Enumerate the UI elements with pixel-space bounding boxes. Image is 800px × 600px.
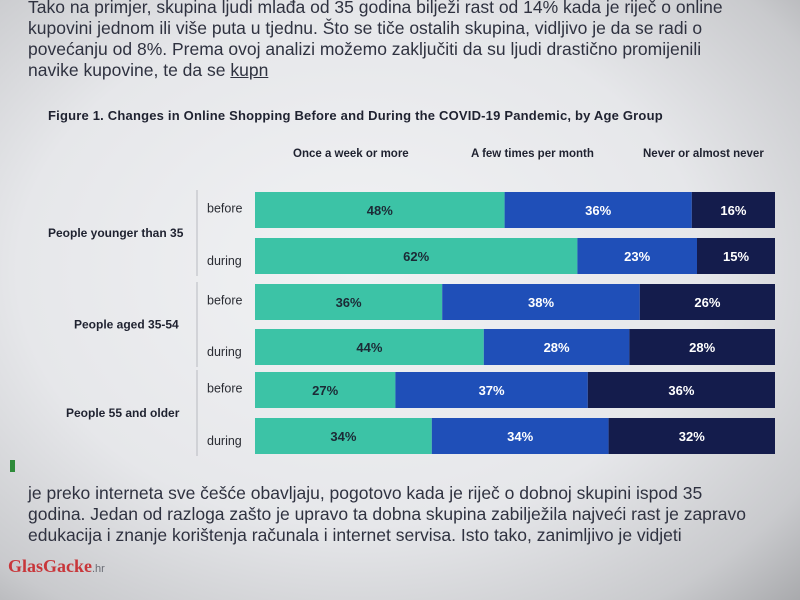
article-paragraph-top: Tako na primjer, skupina ljudi mlađa od … — [28, 0, 788, 81]
bar-value-label: 36% — [336, 295, 362, 310]
bar-segment — [608, 418, 775, 454]
group-label: People 55 and older — [66, 406, 180, 420]
bar-segment — [697, 238, 775, 274]
bar-value-label: 34% — [507, 429, 533, 444]
bar-value-label: 34% — [330, 429, 356, 444]
article-paragraph-bottom: je preko interneta sve češće obavljaju, … — [28, 483, 746, 545]
bar-value-label: 28% — [544, 340, 570, 355]
bar-value-label: 28% — [689, 340, 715, 355]
bar-value-label: 48% — [367, 203, 393, 218]
bar-segment — [255, 329, 484, 365]
bar-segment — [255, 192, 505, 228]
text-cursor-marker — [10, 460, 15, 472]
bar-segment — [395, 372, 588, 408]
bar-segment — [431, 418, 609, 454]
group-label: People younger than 35 — [48, 226, 184, 240]
period-label-before: before — [207, 382, 242, 396]
bar-segment — [255, 418, 432, 454]
legend-label-few-times-month: A few times per month — [471, 148, 594, 160]
bar-segment — [577, 238, 697, 274]
article-paragraph-top-underlined: kupn — [230, 60, 269, 80]
bar-segment — [629, 329, 775, 365]
legend-label-never: Never or almost never — [643, 148, 764, 160]
bar-value-label: 38% — [528, 295, 554, 310]
article-paragraph-top-text: Tako na primjer, skupina ljudi mlađa od … — [28, 0, 723, 80]
bar-value-label: 32% — [679, 429, 705, 444]
legend-label-once-a-week: Once a week or more — [293, 148, 409, 160]
bar-value-label: 23% — [624, 249, 650, 264]
bar-value-label: 37% — [479, 383, 505, 398]
bar-segment — [255, 238, 578, 274]
watermark-text: GlasGacke — [8, 556, 92, 576]
bar-segment — [442, 284, 640, 320]
bar-value-label: 16% — [720, 203, 746, 218]
bar-segment — [483, 329, 630, 365]
group-label: People aged 35-54 — [74, 318, 179, 332]
watermark-logo: GlasGacke.hr — [8, 556, 105, 577]
bar-segment — [639, 284, 775, 320]
bar-value-label: 15% — [723, 249, 749, 264]
bar-segment — [255, 372, 396, 408]
watermark-suffix: .hr — [92, 563, 105, 575]
bar-value-label: 36% — [668, 383, 694, 398]
bar-segment — [504, 192, 692, 228]
period-label-before: before — [207, 294, 242, 308]
bar-segment — [255, 284, 443, 320]
bar-value-label: 62% — [403, 249, 429, 264]
bar-value-label: 27% — [312, 383, 338, 398]
period-label-during: during — [207, 345, 242, 359]
bar-value-label: 44% — [356, 340, 382, 355]
period-label-during: during — [207, 254, 242, 268]
figure-title: Figure 1. Changes in Online Shopping Bef… — [48, 108, 663, 123]
period-label-during: during — [207, 434, 242, 448]
period-label-before: before — [207, 202, 242, 216]
bar-value-label: 36% — [585, 203, 611, 218]
bar-segment — [587, 372, 775, 408]
bar-value-label: 26% — [694, 295, 720, 310]
bar-segment — [691, 192, 775, 228]
